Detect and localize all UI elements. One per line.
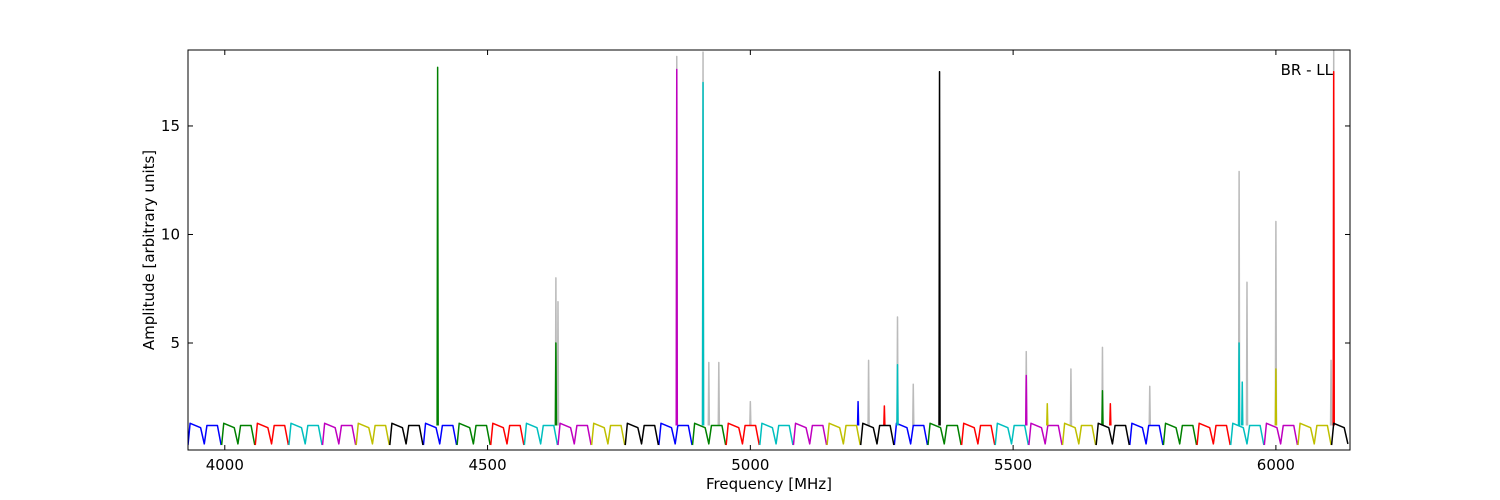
axes-frame xyxy=(187,49,1351,451)
y-axis-label: Amplitude [arbitrary units] xyxy=(140,150,158,350)
y-tick-label: 5 xyxy=(170,334,180,352)
plot-area xyxy=(188,50,1349,446)
spectrum-line xyxy=(254,70,1335,446)
x-tick-label: 6000 xyxy=(1257,456,1295,474)
x-tick-label: 4500 xyxy=(468,456,506,474)
spectrum-line xyxy=(554,50,1335,426)
x-axis-label: Frequency [MHz] xyxy=(706,475,832,493)
spectrum-line xyxy=(355,368,1332,446)
spectrum-line xyxy=(288,81,1265,446)
spectrum-line xyxy=(389,70,1349,446)
x-tick-label: 4000 xyxy=(206,456,244,474)
y-tick-label: 15 xyxy=(161,117,180,135)
x-tick-label: 5000 xyxy=(731,456,769,474)
spectrum-line xyxy=(220,66,1198,446)
y-tick-label: 10 xyxy=(161,225,180,243)
spectrum-line xyxy=(321,68,1299,446)
x-tick-label: 5500 xyxy=(994,456,1032,474)
spectrum-line xyxy=(188,400,1164,446)
annotation: BR - LL xyxy=(1281,61,1334,79)
